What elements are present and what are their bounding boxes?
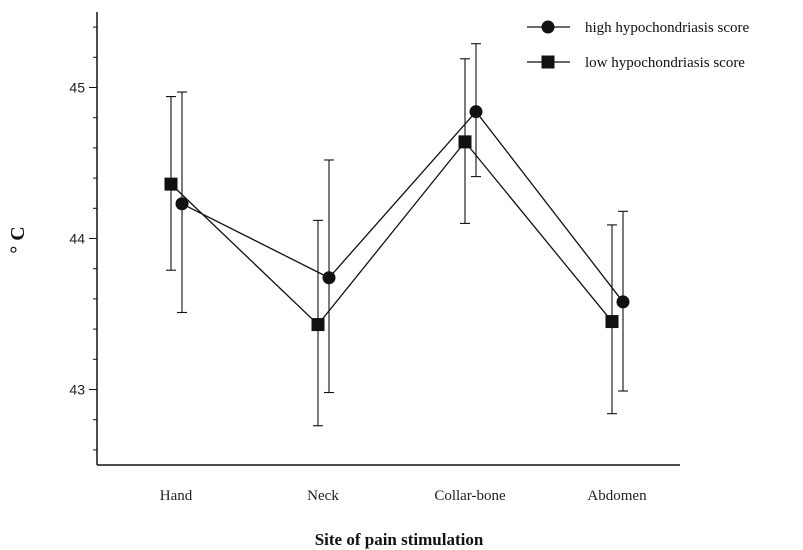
series-line (181, 110, 624, 303)
legend-label: high hypochondriasis score (585, 20, 749, 36)
x-tick-label: Collar-bone (434, 488, 506, 504)
x-tick-label: Abdomen (587, 488, 647, 504)
data-point-square (311, 318, 325, 332)
data-point-circle (616, 295, 630, 309)
series-2 (164, 58, 619, 427)
data-point-square (164, 177, 178, 191)
legend-label: low hypochondriasis score (585, 55, 745, 71)
legend-marker-circle (541, 20, 555, 34)
x-tick-label: Neck (307, 488, 339, 504)
legend-item-2: low hypochondriasis score (527, 55, 745, 71)
data-point-circle (469, 105, 483, 119)
x-tick-label: Hand (160, 488, 193, 504)
y-tick-label: 44 (69, 231, 85, 247)
y-tick-label: 45 (69, 80, 85, 96)
x-axis-title: Site of pain stimulation (315, 530, 484, 549)
data-point-circle (175, 197, 189, 211)
legend-item-1: high hypochondriasis score (527, 20, 749, 36)
data-point-circle (322, 271, 336, 285)
series-line (170, 140, 613, 326)
data-point-square (605, 315, 619, 329)
series-1 (175, 43, 630, 394)
data-point-square (458, 135, 472, 149)
series-layer (164, 43, 630, 427)
y-tick-label: 43 (69, 382, 85, 398)
axes: 43 44 45 Hand Neck Collar-bone Abdomen (69, 12, 680, 504)
y-axis-title: ° C (7, 226, 29, 253)
legend: high hypochondriasis score low hypochondr… (527, 20, 749, 71)
legend-marker-square (541, 55, 555, 69)
